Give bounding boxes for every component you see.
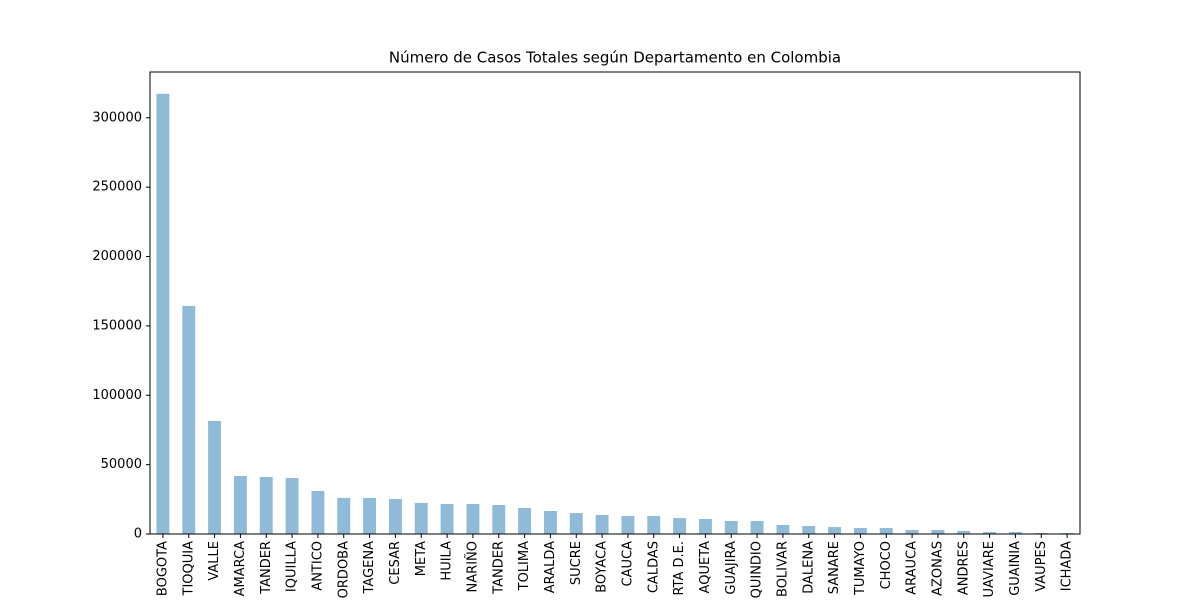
bar — [182, 305, 196, 534]
bar — [518, 507, 532, 534]
x-tick-label: ARALDA — [543, 541, 558, 593]
bar — [1008, 532, 1022, 534]
bar — [957, 530, 971, 534]
y-tick-label: 150000 — [92, 318, 142, 333]
bar — [931, 529, 945, 534]
x-tick-label: GUAINIA — [1008, 541, 1023, 596]
x-tick-label: AZONAS — [930, 541, 945, 596]
x-tick-label: ARAUCA — [905, 541, 920, 595]
bar — [440, 504, 454, 534]
bar — [621, 515, 635, 534]
x-tick-label: GUAJIRA — [724, 541, 739, 595]
bar — [673, 518, 687, 534]
x-tick-label: CESAR — [388, 541, 403, 585]
bar — [776, 524, 790, 534]
x-tick-label: TANDER — [259, 541, 274, 595]
bar — [983, 532, 997, 534]
x-tick-label: AMARCA — [233, 541, 248, 596]
x-tick-label: ANTICO — [310, 541, 325, 591]
x-tick-label: TIOQUIA — [181, 541, 196, 597]
bar — [905, 529, 919, 534]
x-tick-label: VALLE — [207, 541, 222, 581]
bar — [750, 520, 764, 534]
x-tick-label: CAUCA — [620, 541, 635, 587]
bar — [724, 520, 738, 534]
x-tick-label: CALDAS — [646, 541, 661, 593]
x-tick-label: TAGENA — [362, 541, 377, 595]
x-tick-label: TOLIMA — [517, 541, 532, 591]
bar — [595, 514, 609, 534]
bar — [569, 513, 583, 534]
bar — [311, 490, 325, 534]
x-tick-label: SANARE — [827, 541, 842, 594]
bar — [337, 497, 351, 534]
plot-frame — [149, 71, 1081, 535]
x-tick-label: DALENA — [801, 541, 816, 594]
y-tick-label: 200000 — [92, 249, 142, 264]
x-tick-label: META — [414, 541, 429, 576]
x-tick-label: ANDRES — [956, 541, 971, 595]
bar — [208, 420, 222, 534]
chart-title: Número de Casos Totales según Departamen… — [389, 49, 841, 67]
y-tick-label: 250000 — [92, 180, 142, 195]
bar — [285, 477, 299, 534]
bar — [414, 502, 428, 534]
x-tick-label: BOYACA — [595, 541, 610, 593]
x-tick-label: TANDER — [491, 541, 506, 595]
bar — [388, 499, 402, 534]
bar — [466, 504, 480, 534]
x-tick-label: RTA D.E. — [672, 541, 687, 596]
x-tick-label: BOGOTA — [155, 541, 170, 596]
bar — [233, 476, 247, 534]
bar — [698, 519, 712, 534]
y-tick-label: 100000 — [92, 388, 142, 403]
x-tick-label: ORDOBA — [336, 541, 351, 598]
bar — [853, 528, 867, 534]
bar — [879, 528, 893, 534]
y-tick-label: 300000 — [92, 110, 142, 125]
x-tick-label: SUCRE — [569, 541, 584, 585]
bar — [492, 505, 506, 534]
x-tick-label: VAUPES — [1034, 541, 1049, 592]
x-tick-label: IQUILLA — [285, 541, 300, 592]
x-tick-label: TUMAYO — [853, 541, 868, 596]
x-tick-label: CHOCO — [879, 541, 894, 589]
x-tick-label: HUILA — [440, 541, 455, 581]
bar — [647, 515, 661, 534]
x-tick-label: NARIÑO — [464, 541, 480, 592]
bar — [802, 525, 816, 534]
x-tick-label: AQUETA — [698, 541, 713, 594]
x-tick-label: ICHADA — [1060, 541, 1075, 591]
bar — [363, 497, 377, 534]
bar — [543, 510, 557, 534]
y-tick-label: 0 — [134, 527, 142, 542]
x-tick-label: QUINDIO — [750, 541, 765, 598]
x-tick-label: UAVIARE — [982, 541, 997, 597]
bar — [828, 527, 842, 534]
x-tick-label: BOLIVAR — [775, 541, 790, 597]
bar — [259, 476, 273, 534]
bar — [156, 93, 170, 534]
y-tick-label: 50000 — [101, 457, 142, 472]
